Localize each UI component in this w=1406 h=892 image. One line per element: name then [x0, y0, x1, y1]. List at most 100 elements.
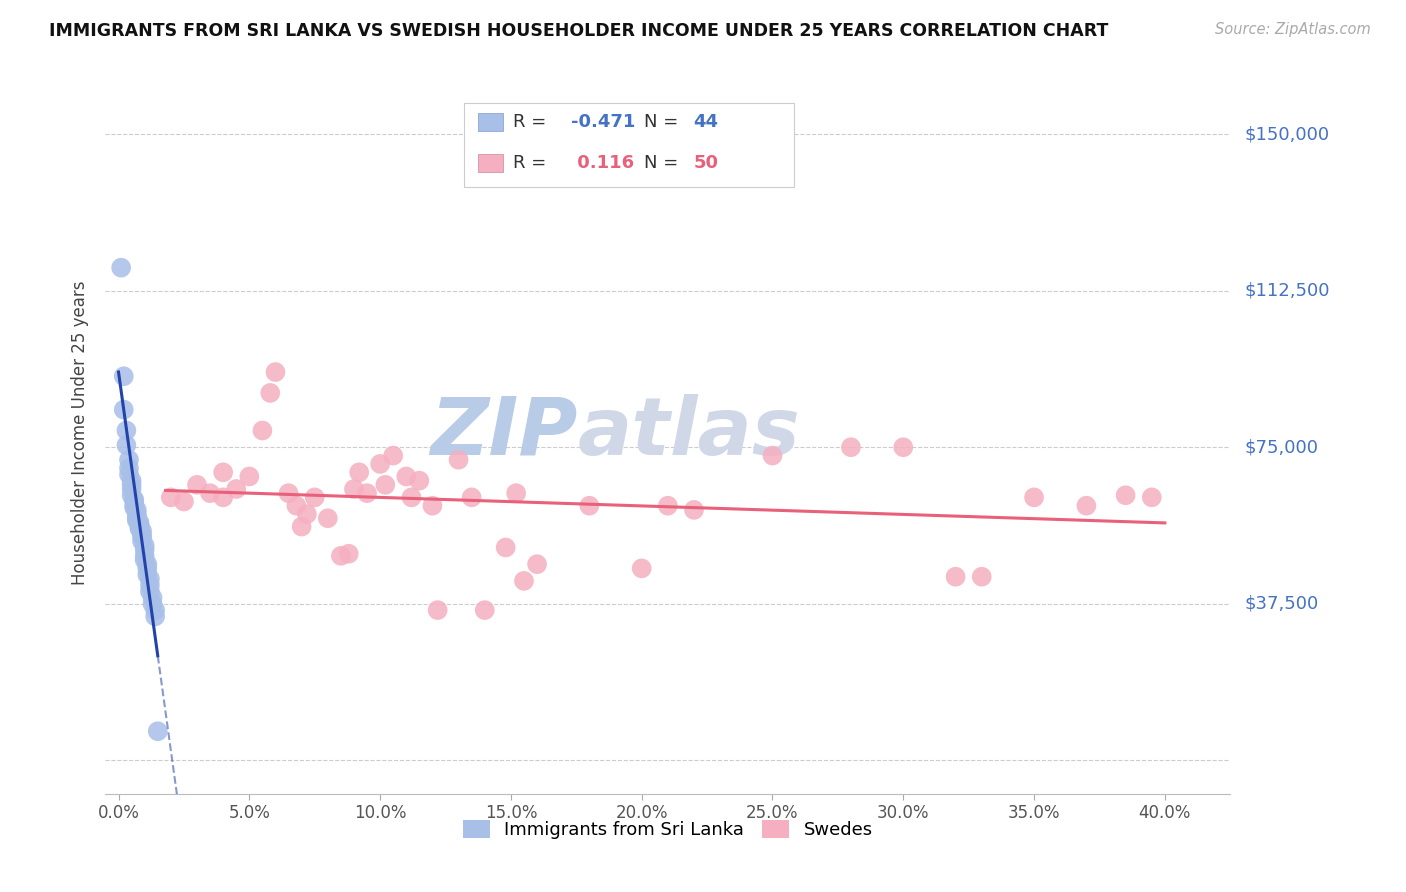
Text: atlas: atlas	[578, 393, 800, 472]
Point	[495, 541, 517, 555]
Point	[1115, 488, 1137, 502]
Point	[447, 452, 470, 467]
Point	[160, 491, 183, 505]
Point	[238, 469, 260, 483]
Point	[121, 482, 143, 496]
Point	[131, 524, 153, 538]
Point	[337, 547, 360, 561]
Point	[212, 491, 235, 505]
Point	[198, 486, 221, 500]
Point	[131, 530, 153, 544]
Point	[401, 491, 423, 505]
Point	[139, 572, 162, 586]
Text: Source: ZipAtlas.com: Source: ZipAtlas.com	[1215, 22, 1371, 37]
Point	[426, 603, 449, 617]
Point	[115, 438, 138, 452]
Point	[252, 424, 274, 438]
Text: 50: 50	[693, 154, 718, 172]
Point	[408, 474, 430, 488]
Point	[259, 386, 281, 401]
Point	[136, 557, 159, 571]
Point	[128, 516, 150, 530]
Point	[295, 507, 318, 521]
Point	[526, 557, 548, 571]
Point	[128, 519, 150, 533]
Text: N =: N =	[644, 113, 683, 131]
Point	[1140, 491, 1163, 505]
Point	[285, 499, 308, 513]
Text: IMMIGRANTS FROM SRI LANKA VS SWEDISH HOUSEHOLDER INCOME UNDER 25 YEARS CORRELATI: IMMIGRANTS FROM SRI LANKA VS SWEDISH HOU…	[49, 22, 1108, 40]
Point	[128, 522, 150, 536]
Point	[505, 486, 527, 500]
Legend: Immigrants from Sri Lanka, Swedes: Immigrants from Sri Lanka, Swedes	[456, 813, 880, 847]
Point	[128, 517, 150, 532]
Point	[143, 603, 166, 617]
Text: R =: R =	[513, 154, 553, 172]
Point	[143, 609, 166, 624]
Point	[139, 578, 162, 592]
Point	[121, 474, 143, 488]
Point	[122, 492, 145, 507]
Point	[891, 440, 914, 454]
Point	[474, 603, 496, 617]
Point	[134, 549, 156, 563]
Point	[395, 469, 418, 483]
Point	[460, 491, 482, 505]
Point	[839, 440, 862, 454]
Point	[131, 528, 153, 542]
Point	[136, 561, 159, 575]
Point	[970, 570, 993, 584]
Point	[134, 553, 156, 567]
Point	[146, 724, 169, 739]
Point	[118, 452, 141, 467]
Point	[121, 478, 143, 492]
Point	[657, 499, 679, 513]
Point	[125, 503, 148, 517]
Point	[125, 511, 148, 525]
Point	[225, 482, 247, 496]
Point	[945, 570, 967, 584]
Point	[630, 561, 652, 575]
Text: $37,500: $37,500	[1244, 595, 1319, 613]
Point	[513, 574, 536, 588]
Point	[368, 457, 391, 471]
Point	[122, 494, 145, 508]
Point	[316, 511, 339, 525]
Point	[1022, 491, 1045, 505]
Point	[131, 534, 153, 549]
Y-axis label: Householder Income Under 25 years: Householder Income Under 25 years	[72, 280, 90, 585]
Point	[139, 584, 162, 599]
Text: -0.471: -0.471	[571, 113, 636, 131]
Point	[422, 499, 444, 513]
Point	[382, 449, 405, 463]
Point	[347, 465, 370, 479]
Point	[173, 494, 195, 508]
Point	[578, 499, 600, 513]
Text: $75,000: $75,000	[1244, 438, 1319, 456]
Point	[291, 519, 314, 533]
Point	[134, 542, 156, 557]
Point	[115, 424, 138, 438]
Point	[125, 513, 148, 527]
Text: 0.116: 0.116	[571, 154, 634, 172]
Point	[110, 260, 132, 275]
Point	[125, 509, 148, 524]
Point	[212, 465, 235, 479]
Point	[356, 486, 378, 500]
Point	[112, 402, 135, 417]
Point	[329, 549, 352, 563]
Text: ZIP: ZIP	[430, 393, 578, 472]
Point	[277, 486, 299, 500]
Point	[141, 591, 163, 605]
Point	[121, 488, 143, 502]
Point	[343, 482, 366, 496]
Text: $112,500: $112,500	[1244, 282, 1330, 300]
Point	[118, 461, 141, 475]
Point	[186, 478, 208, 492]
Text: R =: R =	[513, 113, 553, 131]
Point	[264, 365, 287, 379]
Point	[112, 369, 135, 384]
Point	[118, 467, 141, 482]
Text: N =: N =	[644, 154, 683, 172]
Point	[1076, 499, 1098, 513]
